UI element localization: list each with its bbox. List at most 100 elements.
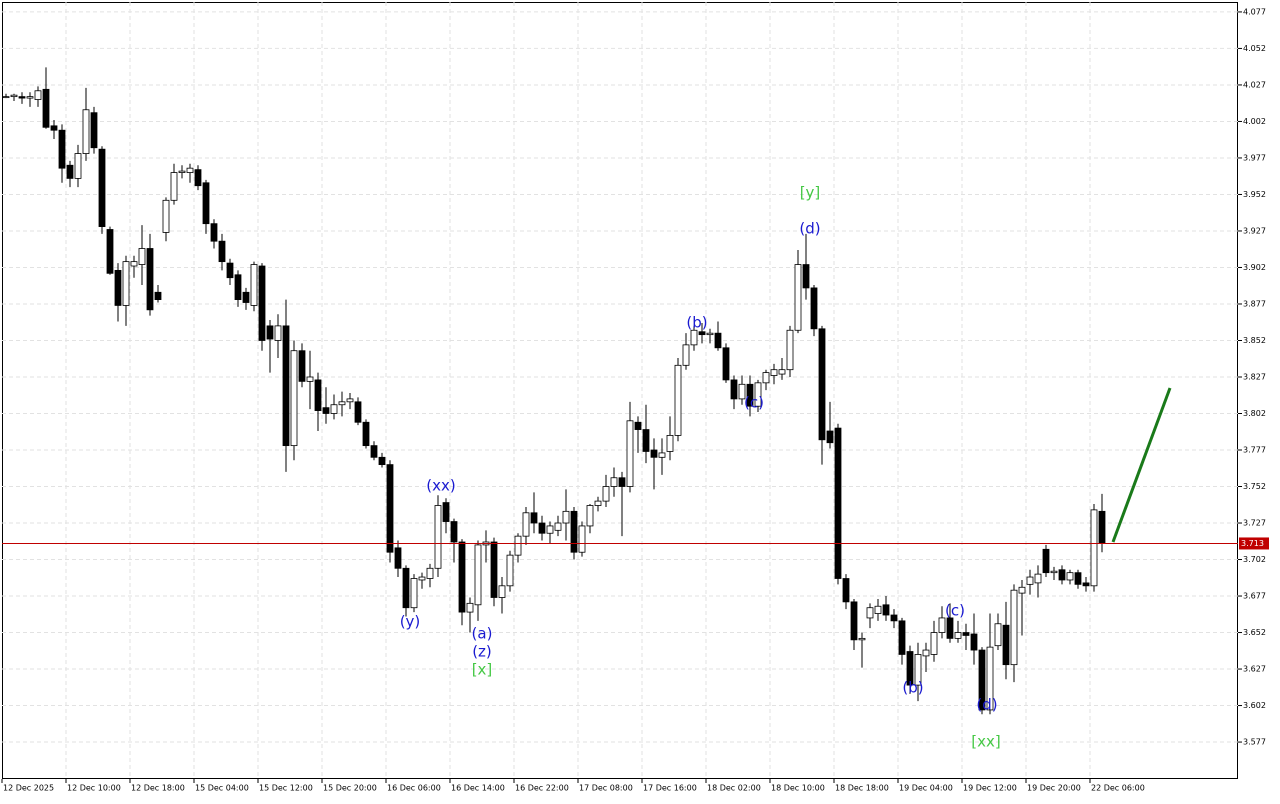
candle-body	[202, 182, 210, 225]
candle-body	[1082, 582, 1090, 587]
candle-body	[106, 229, 114, 274]
candle-body	[98, 148, 106, 227]
candle-body	[34, 90, 42, 100]
y-tick-label: 4.052	[1243, 44, 1266, 53]
candle-body	[378, 456, 386, 466]
candle-body	[914, 654, 922, 686]
candle-body	[898, 620, 906, 655]
candle-body	[74, 153, 82, 179]
candle-body	[386, 464, 394, 553]
candle-body	[954, 632, 962, 639]
y-tick-label: 4.027	[1243, 80, 1266, 89]
wave-label: [xx]	[971, 733, 1000, 751]
candle-body	[690, 329, 698, 346]
candle-body	[538, 522, 546, 534]
wave-label: (c)	[945, 602, 965, 620]
candle-body	[530, 512, 538, 524]
candle-body	[514, 535, 522, 556]
y-tick-label: 3.902	[1243, 263, 1266, 272]
candle-body	[810, 287, 818, 330]
candle-body	[698, 331, 706, 336]
candle-body	[330, 404, 338, 414]
candle-body	[730, 379, 738, 400]
y-tick-label: 3.627	[1243, 665, 1266, 674]
wave-label: (z)	[472, 643, 492, 661]
candle-body	[1002, 624, 1010, 666]
candle-body	[82, 109, 90, 154]
candle-body	[1058, 569, 1066, 581]
candle-body	[498, 585, 506, 598]
candle-body	[594, 500, 602, 506]
candle-body	[546, 525, 554, 534]
candle-body	[258, 265, 266, 341]
candle-body	[834, 427, 842, 579]
candle-body	[714, 332, 722, 349]
candle-body	[1034, 573, 1042, 584]
y-tick-label: 3.777	[1243, 446, 1266, 455]
wave-label: (a)	[472, 625, 493, 643]
candle-body	[1018, 586, 1026, 594]
x-tick-label: 17 Dec 08:00	[579, 784, 633, 793]
candle-body	[842, 578, 850, 603]
candle-body	[442, 502, 450, 522]
candle-body	[418, 576, 426, 581]
x-tick-label: 19 Dec 12:00	[963, 784, 1017, 793]
candle-body	[162, 199, 170, 233]
x-tick-label: 12 Dec 18:00	[131, 784, 185, 793]
x-tick-label: 16 Dec 22:00	[515, 784, 569, 793]
candle-body	[1026, 576, 1034, 585]
candle-body	[754, 382, 762, 407]
candle-body	[250, 264, 258, 306]
candle-body	[146, 248, 154, 311]
candle-body	[410, 578, 418, 609]
candle-body	[1098, 510, 1106, 544]
forecast-line	[1111, 387, 1172, 543]
y-tick-label: 3.802	[1243, 409, 1266, 418]
candle-body	[506, 554, 514, 587]
candle-body	[706, 332, 714, 336]
plot-frame	[2, 2, 1238, 779]
candle-body	[290, 350, 298, 447]
candle-body	[602, 486, 610, 502]
candle-body	[1010, 589, 1018, 666]
candle-body	[50, 125, 58, 131]
candle-body	[122, 261, 130, 306]
candle-body	[154, 291, 162, 300]
wave-label: [x]	[472, 661, 493, 679]
candle-body	[138, 248, 146, 265]
candle-body	[114, 269, 122, 306]
candle-body	[194, 169, 202, 187]
x-tick-label: 18 Dec 18:00	[835, 784, 889, 793]
candle-body	[66, 164, 74, 179]
candle-body	[930, 632, 938, 655]
candle-body	[578, 525, 586, 553]
candle-body	[242, 291, 250, 303]
candle-body	[466, 602, 474, 613]
candle-body	[626, 420, 634, 487]
wave-label: (d)	[799, 220, 820, 238]
candle-body	[1074, 572, 1082, 585]
candle-body	[970, 633, 978, 651]
candle-body	[338, 401, 346, 406]
candle-body	[906, 651, 914, 686]
candle-body	[986, 646, 994, 711]
candle-body	[858, 637, 866, 641]
wave-label: [y]	[800, 184, 821, 202]
candle-body	[362, 421, 370, 447]
candle-body	[610, 477, 618, 487]
wave-label: (y)	[400, 613, 421, 631]
candle-body	[58, 129, 66, 169]
candle-body	[826, 430, 834, 444]
candle-body	[490, 541, 498, 598]
candle-body	[426, 567, 434, 579]
candle-body	[962, 632, 970, 636]
y-tick-label: 3.927	[1243, 226, 1266, 235]
x-tick-label: 16 Dec 06:00	[387, 784, 441, 793]
candle-body	[794, 264, 802, 331]
candle-body	[554, 522, 562, 531]
candle-body	[186, 167, 194, 173]
candle-body	[282, 325, 290, 447]
candle-body	[18, 96, 26, 99]
candle-body	[762, 372, 770, 384]
candle-body	[322, 407, 330, 414]
